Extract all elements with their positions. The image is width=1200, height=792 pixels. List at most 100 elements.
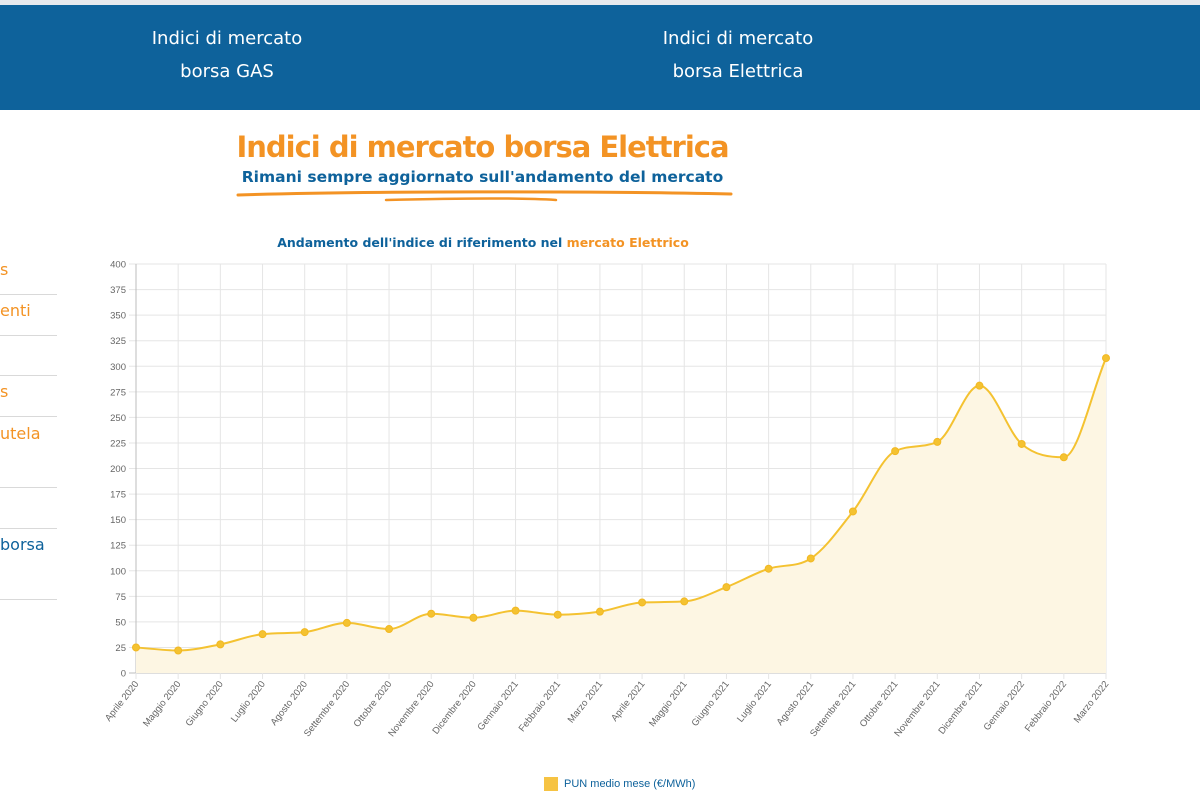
x-tick-label: Luglio 2020: [229, 679, 268, 724]
data-point: [891, 447, 900, 456]
chart-title: Andamento dell'indice di riferimento nel…: [0, 235, 966, 250]
chart-legend[interactable]: PUN medio mese (€/MWh): [544, 776, 695, 792]
data-point: [216, 640, 225, 649]
data-point: [132, 643, 140, 652]
x-tick-label: Novembre 2020: [386, 679, 436, 739]
data-point: [174, 646, 183, 655]
sidebar-item-1[interactable]: s: [0, 260, 57, 282]
sidebar-item-5[interactable]: borsa: [0, 535, 57, 557]
page-subtitle: Rimani sempre aggiornato sull'andamento …: [241, 168, 724, 186]
sidebar-divider: [0, 375, 57, 376]
x-tick-label: Settembre 2020: [302, 679, 352, 739]
x-tick-label: Ottobre 2021: [858, 679, 901, 729]
y-tick-label: 25: [115, 643, 126, 654]
x-tick-label: Dicembre 2020: [430, 679, 478, 737]
sidebar-divider: [0, 416, 57, 417]
y-tick-label: 200: [110, 464, 126, 475]
x-tick-label: Settembre 2021: [808, 679, 858, 739]
x-tick-label: Febbraio 2022: [1023, 679, 1069, 734]
y-tick-label: 400: [110, 260, 126, 271]
data-point: [427, 609, 436, 618]
x-tick-label: Febbraio 2021: [517, 679, 563, 734]
nav-link-borsa-elettrica-line1: Indici di mercato: [662, 28, 814, 49]
sidebar-divider: [0, 487, 57, 488]
data-point: [764, 564, 773, 573]
data-point: [638, 598, 647, 607]
sidebar-item-4[interactable]: utela: [0, 424, 57, 446]
x-tick-label: Aprile 2020: [103, 679, 141, 724]
x-tick-label: Marzo 2021: [566, 679, 606, 725]
x-tick-label: Luglio 2021: [735, 679, 774, 724]
data-point: [469, 613, 478, 622]
x-tick-label: Novembre 2021: [892, 679, 942, 739]
sidebar-divider: [0, 335, 57, 336]
data-point: [385, 625, 394, 634]
x-tick-label: Marzo 2022: [1072, 679, 1112, 725]
data-point: [806, 554, 815, 563]
nav-link-borsa-gas-line2: borsa GAS: [180, 61, 274, 82]
x-tick-label: Agosto 2021: [775, 679, 817, 728]
navbar: Indici di mercato borsa GAS Indici di me…: [0, 5, 1200, 110]
y-tick-label: 75: [115, 592, 126, 603]
legend-label: PUN medio mese (€/MWh): [564, 778, 696, 790]
data-point: [1102, 354, 1110, 363]
data-point: [722, 583, 731, 592]
page-header: Indici di mercato borsa Elettrica Rimani…: [230, 128, 735, 188]
data-point: [258, 630, 267, 639]
y-tick-label: 175: [110, 490, 126, 501]
series-area-fill: [136, 358, 1106, 673]
title-underline-decoration: [236, 190, 733, 202]
x-tick-label: Gennaio 2021: [476, 679, 521, 733]
sidebar-item-5-label: borsa: [0, 535, 45, 554]
data-point: [300, 628, 309, 637]
y-tick-label: 375: [110, 285, 126, 296]
y-tick-label: 300: [110, 362, 126, 373]
y-tick-label: 100: [110, 566, 126, 577]
sidebar-divider: [0, 528, 57, 529]
x-tick-label: Agosto 2020: [269, 679, 311, 728]
sidebar-item-2-label: enti: [0, 301, 31, 320]
data-point: [1017, 439, 1026, 448]
x-tick-label: Gennaio 2022: [982, 679, 1027, 733]
y-tick-label: 0: [121, 669, 126, 680]
nav-link-borsa-elettrica-line2: borsa Elettrica: [672, 61, 804, 82]
page-title: Indici di mercato borsa Elettrica: [236, 130, 729, 164]
sidebar-item-3[interactable]: s: [0, 382, 57, 404]
sidebar-item-1-label: s: [0, 260, 9, 279]
data-point: [511, 606, 520, 615]
chart-title-prefix: Andamento dell'indice di riferimento nel: [277, 235, 567, 250]
sidebar-divider: [0, 294, 57, 295]
x-tick-label: Giugno 2020: [184, 679, 226, 729]
data-point: [975, 381, 984, 390]
data-point: [342, 618, 351, 627]
nav-link-borsa-gas[interactable]: Indici di mercato borsa GAS: [127, 22, 327, 88]
legend-swatch: [544, 777, 558, 791]
y-tick-label: 275: [110, 387, 126, 398]
nav-link-borsa-elettrica[interactable]: Indici di mercato borsa Elettrica: [638, 22, 838, 88]
y-tick-label: 225: [110, 438, 126, 449]
data-point: [680, 597, 689, 606]
y-tick-label: 50: [115, 617, 126, 628]
x-tick-label: Dicembre 2021: [937, 679, 985, 737]
top-strip: [0, 0, 1200, 5]
x-tick-label: Giugno 2021: [690, 679, 732, 729]
y-tick-label: 350: [110, 311, 126, 322]
sidebar-item-4-label: utela: [0, 424, 41, 443]
data-point: [1059, 453, 1068, 462]
nav-link-borsa-gas-line1: Indici di mercato: [151, 28, 303, 49]
sidebar-divider: [0, 599, 57, 600]
y-tick-label: 325: [110, 336, 126, 347]
sidebar-item-3-label: s: [0, 382, 9, 401]
sidebar-item-2[interactable]: enti: [0, 301, 57, 323]
data-point: [933, 437, 942, 446]
y-tick-label: 150: [110, 515, 126, 526]
x-tick-label: Ottobre 2020: [352, 679, 395, 729]
x-tick-label: Maggio 2020: [141, 679, 183, 729]
y-tick-label: 250: [110, 413, 126, 424]
data-point: [848, 507, 857, 516]
data-point: [595, 607, 604, 616]
y-tick-label: 125: [110, 541, 126, 552]
x-tick-label: Aprile 2021: [609, 679, 647, 724]
x-tick-label: Maggio 2021: [647, 679, 689, 729]
